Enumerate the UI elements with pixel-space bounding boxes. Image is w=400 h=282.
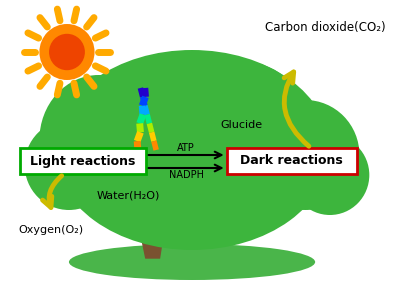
Text: Dark reactions: Dark reactions [240,155,343,168]
FancyBboxPatch shape [20,148,146,174]
Ellipse shape [89,60,217,160]
Ellipse shape [69,244,315,280]
Ellipse shape [39,75,158,205]
Ellipse shape [25,120,113,210]
FancyArrowPatch shape [42,176,62,208]
Ellipse shape [290,135,369,215]
Circle shape [49,34,85,70]
Ellipse shape [251,100,360,210]
Text: ATP: ATP [177,143,195,153]
Ellipse shape [84,120,300,240]
Text: Water(H₂O): Water(H₂O) [96,190,160,200]
Text: Glucide: Glucide [220,120,262,130]
FancyArrowPatch shape [284,72,309,146]
Text: NADPH: NADPH [169,170,204,180]
Circle shape [39,24,94,80]
Text: Light reactions: Light reactions [30,155,136,168]
Text: Oxygen(O₂): Oxygen(O₂) [19,225,84,235]
Ellipse shape [172,61,300,155]
Polygon shape [138,185,172,258]
Ellipse shape [54,50,330,250]
Text: Carbon dioxide(CO₂): Carbon dioxide(CO₂) [265,21,385,34]
FancyBboxPatch shape [226,148,356,174]
